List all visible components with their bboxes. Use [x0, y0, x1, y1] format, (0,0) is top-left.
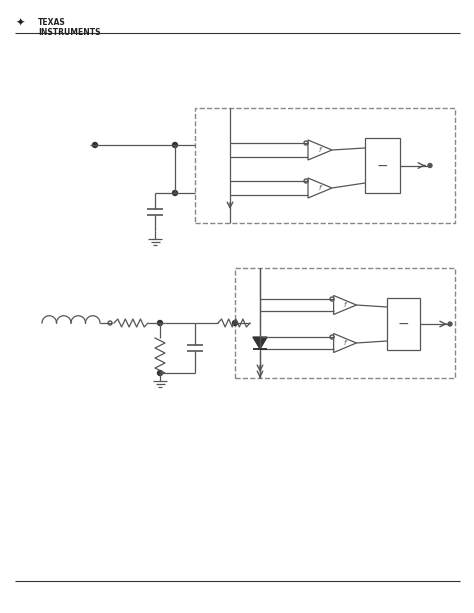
- Circle shape: [173, 142, 177, 148]
- Text: f: f: [319, 185, 321, 191]
- Text: f: f: [344, 340, 346, 346]
- Circle shape: [448, 322, 452, 326]
- Text: f: f: [319, 147, 321, 153]
- Text: −: −: [398, 317, 410, 331]
- Circle shape: [304, 179, 308, 183]
- Text: −: −: [377, 159, 388, 172]
- Circle shape: [108, 321, 112, 325]
- Bar: [365, 138, 400, 193]
- Circle shape: [330, 335, 334, 339]
- Circle shape: [233, 321, 237, 326]
- Text: TEXAS
INSTRUMENTS: TEXAS INSTRUMENTS: [38, 18, 100, 37]
- Circle shape: [330, 297, 334, 301]
- Circle shape: [92, 142, 98, 148]
- Bar: [235, 268, 455, 378]
- Circle shape: [173, 191, 177, 196]
- Bar: [387, 298, 420, 350]
- Circle shape: [157, 321, 163, 326]
- Text: ✦: ✦: [15, 18, 25, 28]
- Bar: [195, 108, 455, 223]
- Circle shape: [304, 141, 308, 145]
- Circle shape: [428, 164, 432, 167]
- Circle shape: [157, 370, 163, 376]
- Text: f: f: [344, 302, 346, 308]
- Polygon shape: [253, 337, 267, 349]
